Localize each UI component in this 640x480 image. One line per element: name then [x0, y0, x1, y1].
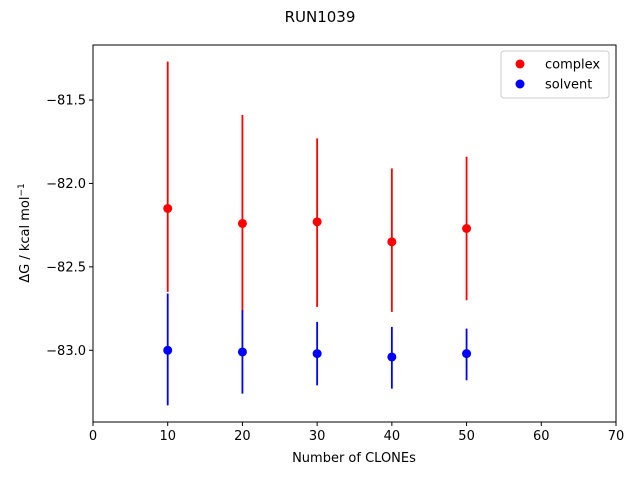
- y-axis-label-sup: −1: [17, 183, 27, 196]
- legend-box: [500, 50, 610, 99]
- solvent-point: [237, 347, 247, 357]
- x-tick-label: 70: [608, 429, 625, 444]
- legend-label-complex: complex: [545, 58, 600, 73]
- x-axis-label: Number of CLONEs: [292, 451, 416, 466]
- legend: complex solvent: [500, 50, 610, 99]
- x-tick-label: 20: [234, 429, 251, 444]
- x-tick-label: 60: [533, 429, 550, 444]
- legend-marker-solvent: [515, 79, 525, 89]
- complex-point: [462, 223, 472, 233]
- complex-point: [237, 218, 247, 228]
- y-axis-label: ΔG / kcal mol−1: [17, 183, 33, 283]
- y-axis-label-main: ΔG / kcal mol: [18, 197, 33, 283]
- complex-point: [163, 203, 173, 213]
- x-tick-label: 30: [309, 429, 326, 444]
- solvent-point: [312, 349, 322, 359]
- x-tick-label: 40: [384, 429, 401, 444]
- plot-area: [163, 61, 472, 406]
- solvent-point: [387, 352, 397, 362]
- solvent-point: [462, 349, 472, 359]
- y-tick-label: −83.0: [46, 344, 86, 359]
- complex-point: [312, 217, 322, 227]
- y-tick-label: −82.0: [46, 177, 86, 192]
- x-tick-label: 10: [159, 429, 176, 444]
- legend-marker-complex: [515, 59, 525, 69]
- chart-title: RUN1039: [285, 8, 356, 26]
- solvent-point: [163, 345, 173, 355]
- y-tick-label: −81.5: [46, 94, 86, 109]
- legend-label-solvent: solvent: [545, 78, 592, 93]
- x-tick-label: 50: [458, 429, 475, 444]
- complex-point: [387, 237, 397, 247]
- y-tick-label: −82.5: [46, 260, 86, 275]
- x-tick-label: 0: [89, 429, 97, 444]
- axes-frame: [92, 44, 617, 423]
